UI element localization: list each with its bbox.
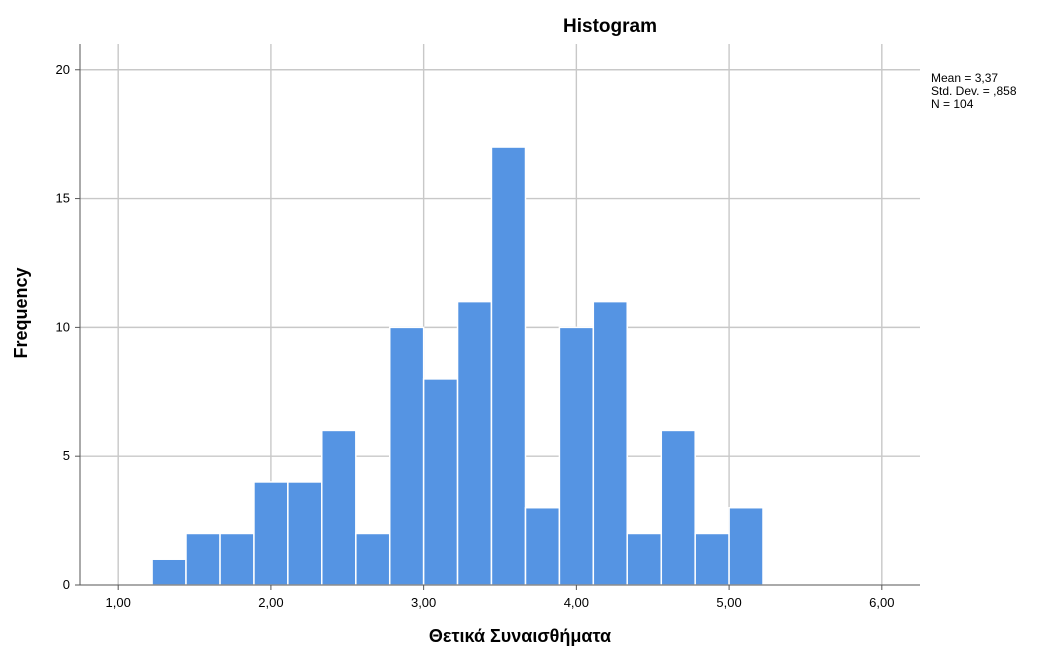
x-tick-label: 1,00	[106, 595, 131, 610]
x-tick-label: 2,00	[258, 595, 283, 610]
histogram-bar	[185, 532, 221, 586]
histogram-bar	[456, 300, 493, 586]
histogram-bar	[321, 429, 357, 586]
histogram-bar	[355, 532, 391, 586]
x-tick-label: 6,00	[869, 595, 894, 610]
histogram-bar	[558, 326, 595, 586]
x-axis-ticks: 1,00 2,00 3,00 4,00 5,00 6,00	[106, 585, 894, 610]
histogram-bar	[728, 506, 764, 586]
histogram-bar	[388, 326, 425, 586]
stats-n: N = 104	[931, 97, 974, 111]
y-axis-ticks: 0 5 10 15 20	[56, 62, 80, 592]
histogram-bar	[490, 146, 527, 586]
stats-box: Mean = 3,37 Std. Dev. = ,858 N = 104	[931, 71, 1017, 111]
x-tick-label: 3,00	[411, 595, 436, 610]
y-axis-title: Frequency	[11, 267, 31, 358]
histogram-bar	[592, 300, 628, 586]
histogram-bar	[660, 429, 696, 586]
x-axis-title: Θετικά Συναισθήματα	[429, 626, 611, 646]
histogram-bar	[287, 481, 323, 586]
histogram-bar	[524, 506, 561, 586]
histogram-bar	[219, 532, 255, 586]
x-tick-label: 4,00	[564, 595, 589, 610]
histogram-bar	[422, 378, 459, 586]
y-tick-label: 0	[63, 577, 70, 592]
y-tick-label: 15	[56, 191, 70, 206]
axes	[79, 44, 920, 586]
stats-std-dev: Std. Dev. = ,858	[931, 84, 1017, 98]
histogram-bars	[151, 146, 764, 586]
x-tick-label: 5,00	[716, 595, 741, 610]
histogram-bar	[151, 558, 187, 586]
y-tick-label: 10	[56, 319, 70, 334]
histogram-bar	[694, 532, 730, 586]
y-tick-label: 20	[56, 62, 70, 77]
y-tick-label: 5	[63, 448, 70, 463]
histogram-bar	[626, 532, 663, 586]
stats-mean: Mean = 3,37	[931, 71, 998, 85]
histogram-bar	[253, 481, 289, 586]
chart-title: Histogram	[563, 16, 657, 37]
